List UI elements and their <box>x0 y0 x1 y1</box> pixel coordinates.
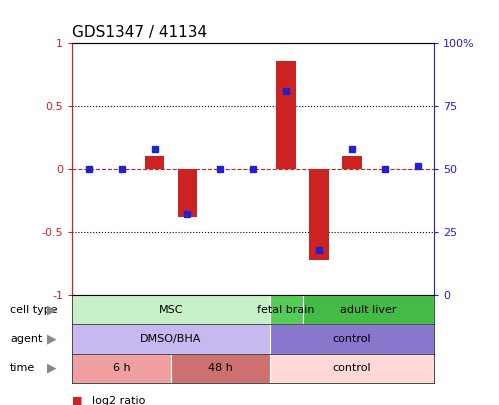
Bar <box>269 295 302 324</box>
Bar <box>302 295 434 324</box>
Bar <box>145 156 165 169</box>
Bar <box>72 354 171 383</box>
Text: 6 h: 6 h <box>113 363 131 373</box>
Bar <box>276 62 296 169</box>
Text: ▶: ▶ <box>47 333 57 345</box>
Text: 48 h: 48 h <box>208 363 233 373</box>
Bar <box>269 354 434 383</box>
Bar <box>171 354 269 383</box>
Text: GDS1347 / 41134: GDS1347 / 41134 <box>72 25 208 40</box>
Bar <box>342 156 362 169</box>
Text: adult liver: adult liver <box>340 305 397 315</box>
Text: ■: ■ <box>72 396 83 405</box>
Text: ▶: ▶ <box>47 362 57 375</box>
Bar <box>72 295 269 324</box>
Bar <box>72 324 269 354</box>
Text: ▶: ▶ <box>47 303 57 316</box>
Text: log2 ratio: log2 ratio <box>92 396 146 405</box>
Text: DMSO/BHA: DMSO/BHA <box>140 334 202 344</box>
Text: fetal brain: fetal brain <box>257 305 315 315</box>
Text: time: time <box>10 363 35 373</box>
Bar <box>269 324 434 354</box>
Bar <box>178 169 197 217</box>
Text: cell type: cell type <box>10 305 57 315</box>
Text: MSC: MSC <box>159 305 183 315</box>
Bar <box>309 169 329 260</box>
Text: control: control <box>333 363 371 373</box>
Text: agent: agent <box>10 334 42 344</box>
Text: control: control <box>333 334 371 344</box>
